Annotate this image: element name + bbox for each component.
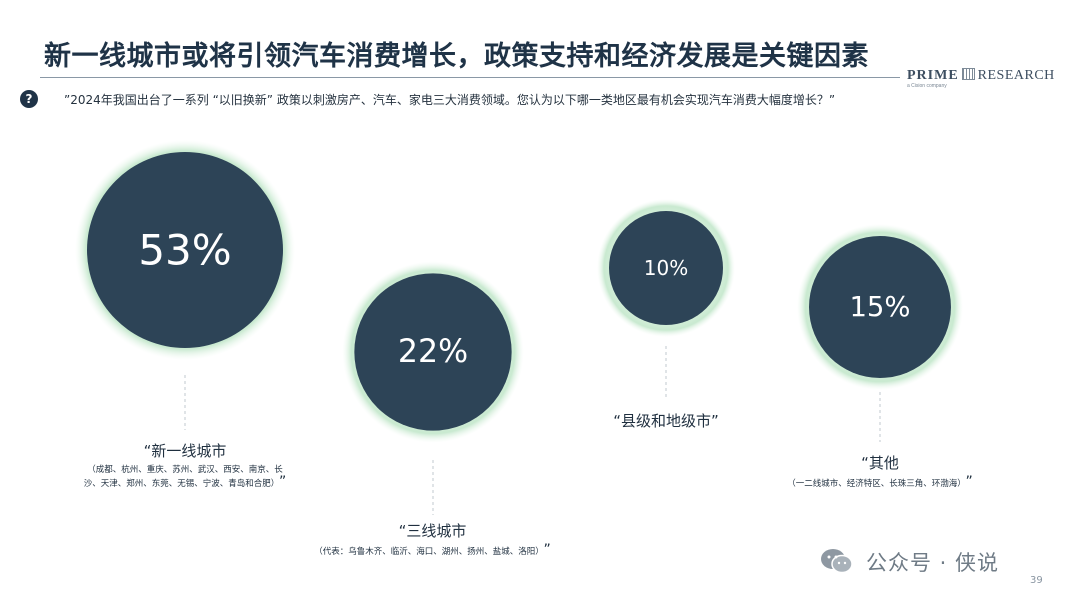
brand-primary: PRIME: [907, 68, 959, 83]
question-icon: ?: [20, 90, 38, 108]
wechat-icon: [821, 549, 853, 574]
bubble-value-label: 15%: [849, 291, 910, 323]
bubble-3: [609, 211, 723, 325]
category-detail: （一二线城市、经济特区、长珠三角、环渤海）”: [787, 474, 973, 490]
category-label-block: “新一线城市 （成都、杭州、重庆、苏州、武汉、西安、南京、长沙、天津、郑州、东莞、…: [80, 440, 290, 490]
closing-quote: ”: [965, 474, 973, 490]
closing-quote: ”: [543, 542, 551, 558]
page-title: 新一线城市或将引领汽车消费增长，政策支持和经济发展是关键因素: [44, 41, 869, 72]
category-name: “其他: [861, 454, 899, 472]
page-number: 39: [1030, 575, 1043, 586]
brand-logo: PRIME RESEARCH a Cision company: [907, 66, 1055, 89]
category-label-block: “三线城市 （代表：乌鲁木齐、临沂、海口、湖州、扬州、盐城、洛阳）”: [300, 520, 565, 558]
category-label-block: “县级和地级市”: [586, 410, 746, 431]
closing-quote: ”: [279, 474, 287, 490]
category-label-block: “其他 （一二线城市、经济特区、长珠三角、环渤海）”: [775, 452, 985, 490]
brand-secondary: RESEARCH: [977, 68, 1055, 83]
watermark: 公众号 · 侠说: [866, 551, 1000, 575]
category-name: “三线城市: [398, 522, 467, 540]
category-detail: （代表：乌鲁木齐、临沂、海口、湖州、扬州、盐城、洛阳）”: [314, 542, 551, 558]
brand-sub: a Cision company: [907, 83, 947, 89]
bubble-value-label: 22%: [398, 334, 468, 370]
bubble-4: [809, 236, 951, 378]
category-name: “新一线城市: [143, 442, 227, 460]
category-name: “县级和地级市”: [613, 412, 719, 430]
bubble-1: [87, 152, 283, 348]
bubble-value-label: 10%: [644, 256, 688, 280]
brand-mark-icon: [961, 68, 975, 80]
bubble-value-label: 53%: [138, 226, 231, 275]
bubble-2: [354, 273, 512, 431]
title-divider: [40, 77, 900, 78]
category-detail: （成都、杭州、重庆、苏州、武汉、西安、南京、长沙、天津、郑州、东莞、无锡、宁波、…: [83, 465, 287, 490]
survey-question: ”2024年我国出台了一系列 “以旧换新” 政策以刺激房产、汽车、家电三大消费领…: [64, 93, 836, 107]
